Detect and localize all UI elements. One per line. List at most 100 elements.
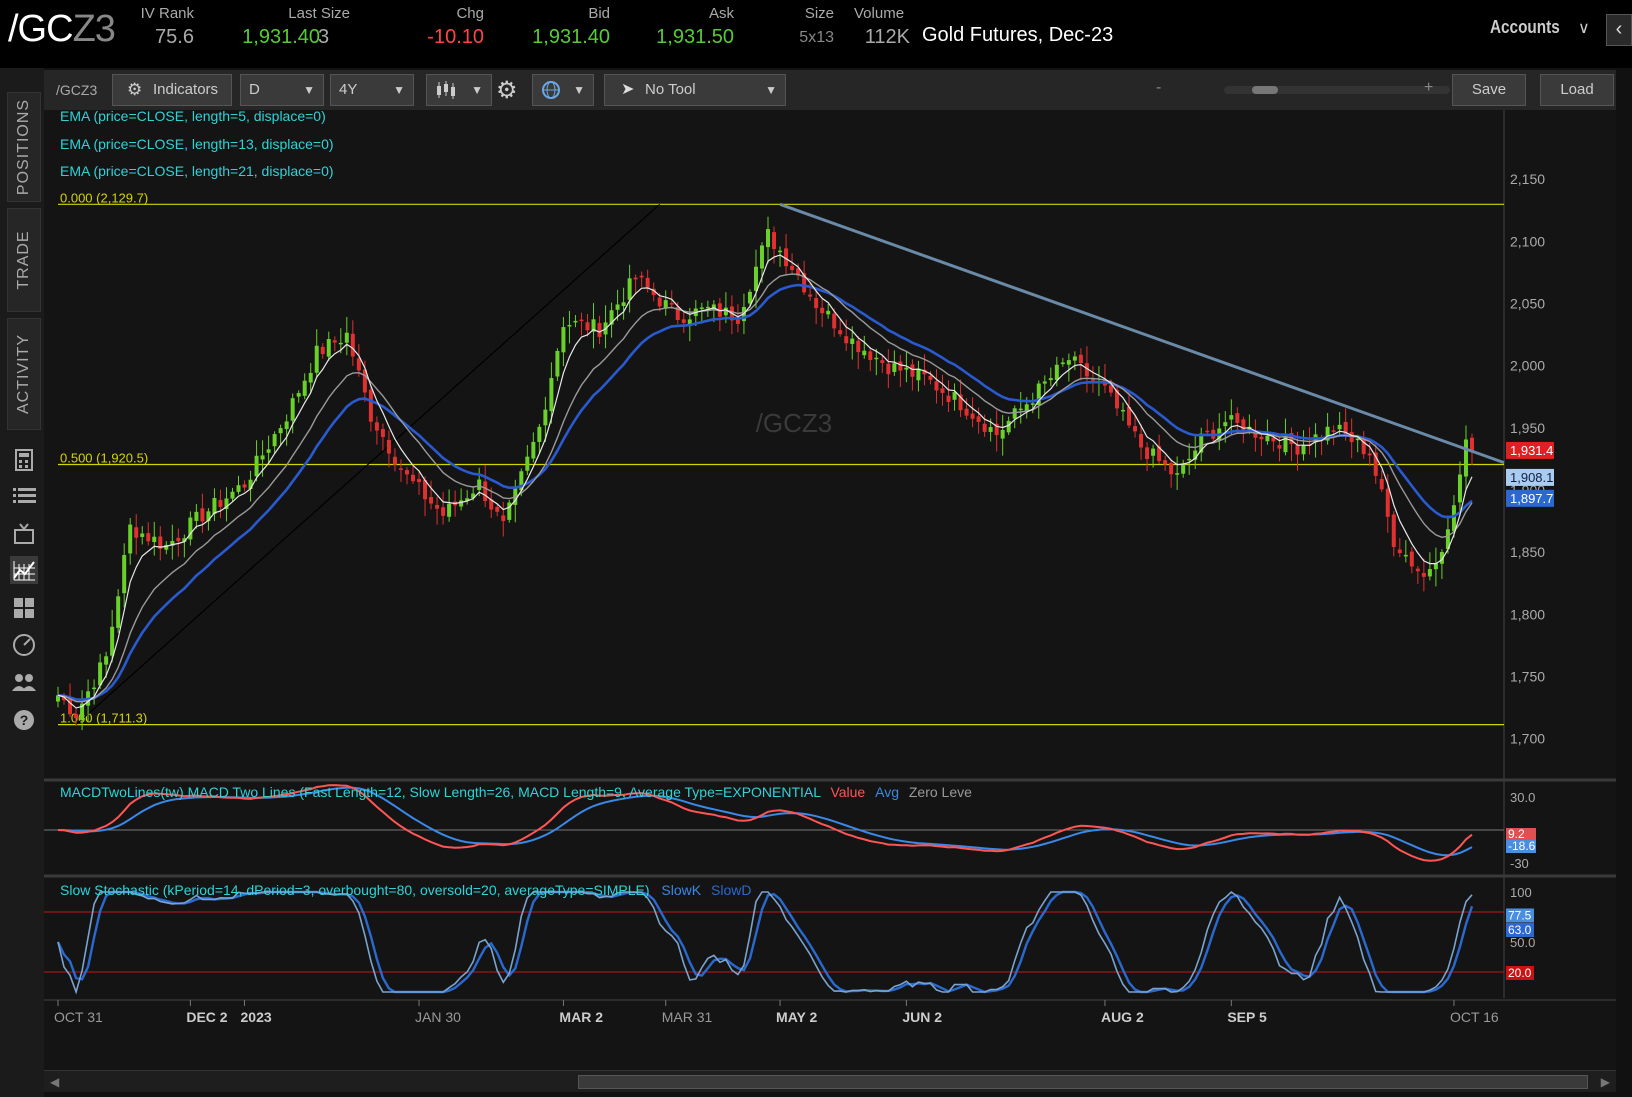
stochastic-study-label[interactable]: Slow Stochastic (kPeriod=14, dPeriod=3, … — [60, 882, 752, 898]
candle-body — [471, 493, 476, 499]
candle-body — [380, 429, 385, 437]
candle-body — [850, 338, 855, 344]
dropdown-caret-icon: ▼ — [303, 83, 315, 97]
aggregation-select[interactable]: D ▼ — [240, 74, 324, 106]
chevron-left-icon: ‹ — [1615, 18, 1623, 40]
settings-gear-icon[interactable]: ⚙ — [496, 77, 518, 104]
chart-style-select[interactable]: ▼ — [426, 74, 492, 106]
help-icon[interactable]: ? — [10, 706, 38, 734]
calculator-icon[interactable] — [10, 446, 38, 474]
candle-body — [549, 378, 554, 412]
change-value: -10.10 — [427, 26, 484, 48]
candle-body — [898, 361, 903, 371]
candle-body — [140, 533, 145, 537]
candle-body — [404, 470, 409, 475]
candle-body — [525, 456, 530, 471]
candle-body — [723, 307, 728, 316]
tab-activity[interactable]: ACTIVITY — [7, 318, 41, 430]
accounts-menu[interactable]: Accounts — [1490, 17, 1560, 37]
scroll-left-icon[interactable]: ◀ — [50, 1075, 60, 1089]
candle-body — [62, 696, 67, 701]
candle-body — [350, 333, 355, 357]
macd-study-label[interactable]: MACDTwoLines(tw) MACD Two Lines (Fast Le… — [60, 784, 972, 800]
y-tick-label: 2,000 — [1510, 358, 1545, 374]
candle-body — [555, 351, 560, 377]
collapse-panel-button[interactable]: ‹ — [1606, 14, 1632, 46]
iv-rank-label: IV Rank — [140, 5, 194, 22]
slow-d-line — [56, 890, 1474, 994]
chart-icon[interactable] — [10, 556, 38, 584]
candle-body — [266, 449, 271, 453]
candle-body — [946, 395, 951, 403]
candle-body — [1193, 450, 1198, 460]
candle-body — [591, 319, 596, 332]
candle-body — [206, 511, 211, 522]
candle-body — [796, 268, 801, 276]
candle-body — [146, 533, 151, 542]
candle-body — [886, 363, 891, 375]
candle-body — [182, 538, 187, 542]
tv-icon[interactable] — [10, 520, 38, 548]
candle-body — [290, 398, 295, 421]
candle-body — [56, 695, 60, 702]
drawing-style-select[interactable]: ▼ — [532, 74, 594, 106]
candle-body — [1066, 360, 1071, 365]
macd-value-tag-label: 9.2 — [1508, 827, 1525, 841]
ask-value[interactable]: 1,931.50 — [656, 26, 734, 48]
zoom-slider-thumb[interactable] — [1252, 86, 1278, 94]
zoom-out-button[interactable]: - — [1156, 79, 1162, 96]
candle-body — [398, 468, 403, 470]
symbol-display[interactable]: /GCZ3 — [8, 8, 116, 51]
x-tick-label: DEC 2 — [186, 1009, 227, 1025]
ema5-study-label[interactable]: EMA (price=CLOSE, length=5, displace=0) — [60, 108, 326, 124]
drawing-tool-select[interactable]: ➤ No Tool ▼ — [604, 74, 786, 106]
candle-body — [669, 303, 674, 305]
people-icon[interactable] — [10, 668, 38, 696]
grid-icon[interactable] — [10, 594, 38, 622]
load-button[interactable]: Load — [1540, 74, 1614, 106]
list-icon[interactable] — [10, 482, 38, 510]
bid-value[interactable]: 1,931.40 — [532, 26, 610, 48]
stochastic-value-tag-label: 77.5 — [1508, 909, 1532, 923]
tab-trade[interactable]: TRADE — [7, 208, 41, 312]
candle-body — [820, 307, 825, 314]
candle-body — [320, 346, 325, 355]
candle-body — [1265, 435, 1270, 442]
candle-body — [116, 596, 121, 628]
ema21-study-label[interactable]: EMA (price=CLOSE, length=21, displace=0) — [60, 163, 334, 179]
ema13-study-label[interactable]: EMA (price=CLOSE, length=13, displace=0) — [60, 136, 334, 152]
price-chart-svg[interactable]: /GCZ31,7001,7501,8001,8501,9001,9502,000… — [44, 110, 1616, 1072]
candle-body — [687, 319, 692, 327]
candle-body — [994, 423, 999, 436]
candle-body — [1108, 385, 1113, 393]
time-range-select[interactable]: 4Y ▼ — [330, 74, 414, 106]
tab-positions[interactable]: POSITIONS — [7, 92, 41, 202]
candle-body — [164, 544, 169, 550]
indicators-button[interactable]: ⚙ Indicators — [112, 74, 232, 106]
chart-panel[interactable]: /GCZ31,7001,7501,8001,8501,9001,9502,000… — [44, 108, 1616, 1072]
zoom-in-button[interactable]: + — [1424, 79, 1434, 96]
zoom-slider[interactable] — [1224, 86, 1450, 94]
stochastic-value-tag-label: 20.0 — [1508, 966, 1532, 980]
candle-body — [1259, 436, 1264, 440]
candle-body — [753, 266, 758, 291]
bid-label: Bid — [588, 5, 610, 22]
candle-body — [579, 319, 584, 322]
price-tag-label: 1,908.1 — [1510, 470, 1553, 485]
fibonacci-level-label: 0.000 (2,129.7) — [60, 190, 148, 205]
scroll-right-icon[interactable]: ▶ — [1600, 1075, 1610, 1089]
cursor-arrow-icon: ➤ — [621, 81, 635, 98]
candle-body — [1271, 437, 1276, 442]
horizontal-scrollbar-thumb[interactable] — [578, 1075, 1588, 1089]
save-button[interactable]: Save — [1452, 74, 1526, 106]
candle-body — [964, 408, 969, 416]
candle-body — [928, 375, 933, 380]
stochastic-value-tag-label: 63.0 — [1508, 923, 1532, 937]
horizontal-scrollbar[interactable]: ◀ ▶ — [44, 1070, 1616, 1092]
chevron-down-icon[interactable]: ∨ — [1578, 20, 1590, 37]
gauge-icon[interactable] — [10, 630, 38, 658]
candle-body — [1000, 429, 1005, 439]
y-tick-label: 2,150 — [1510, 171, 1545, 187]
candle-body — [1391, 514, 1396, 547]
candle-body — [970, 413, 975, 419]
